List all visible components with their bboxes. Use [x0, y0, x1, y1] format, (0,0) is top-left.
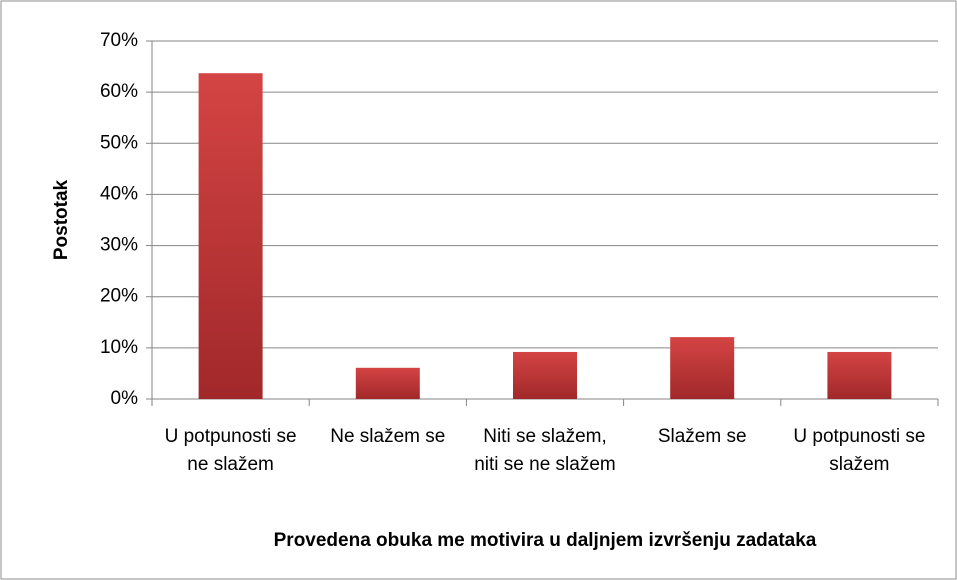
y-tick-label: 20% — [100, 286, 138, 307]
y-tick-label: 70% — [100, 30, 138, 51]
y-tick-label: 40% — [100, 183, 138, 204]
x-tick-label: Ne slažem se — [330, 426, 446, 447]
bar — [827, 351, 892, 399]
x-tick-label: U potpunosti se ne slažem — [164, 426, 297, 475]
bar — [355, 367, 420, 399]
y-tick-label: 50% — [100, 132, 138, 153]
bar — [513, 351, 577, 399]
y-axis-title: Postotak — [51, 179, 72, 260]
x-tick-label: U potpunosti se slažem — [793, 426, 926, 475]
x-tick-label: Slažem se — [657, 426, 747, 447]
y-tick-label: 10% — [100, 337, 138, 358]
x-tick-label: Niti se slažem, niti se ne slažem — [474, 426, 616, 475]
y-tick-label: 60% — [100, 81, 138, 102]
y-tick-label: 30% — [100, 235, 138, 256]
bar — [670, 337, 735, 399]
x-axis-title: Provedena obuka me motivira u daljnjem i… — [274, 530, 817, 551]
bar — [198, 73, 263, 399]
y-tick-label: 0% — [111, 388, 139, 409]
